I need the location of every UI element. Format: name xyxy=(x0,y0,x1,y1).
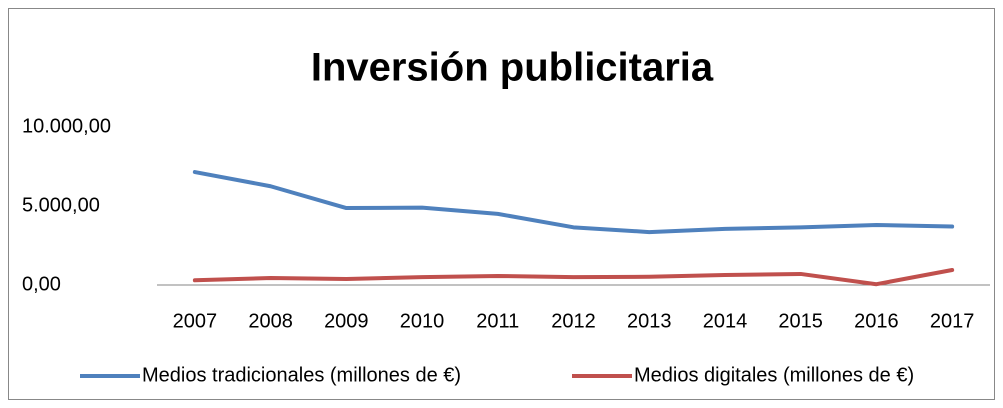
legend-label: Medios digitales (millones de €) xyxy=(634,364,914,386)
series-line xyxy=(192,267,955,287)
y-tick-label: 5.000,00 xyxy=(22,194,100,216)
x-tick-label: 2013 xyxy=(627,310,672,332)
y-tick-label: 10.000,00 xyxy=(22,115,111,137)
x-tick-label: 2011 xyxy=(476,310,519,332)
x-tick-label: 2009 xyxy=(324,310,369,332)
x-tick-label: 2015 xyxy=(778,310,823,332)
chart-title: Inversión publicitaria xyxy=(311,46,714,90)
x-tick-label: 2007 xyxy=(173,310,218,332)
y-tick-label: 0,00 xyxy=(22,273,61,295)
x-tick-label: 2017 xyxy=(930,310,975,332)
chart-border xyxy=(8,8,995,400)
x-tick-label: 2012 xyxy=(551,310,596,332)
x-tick-label: 2016 xyxy=(854,310,899,332)
x-tick-label: 2014 xyxy=(703,310,748,332)
x-tick-label: 2008 xyxy=(248,310,293,332)
legend-label: Medios tradicionales (millones de €) xyxy=(142,364,461,386)
series-line xyxy=(192,170,955,235)
x-tick-label: 2010 xyxy=(400,310,445,332)
